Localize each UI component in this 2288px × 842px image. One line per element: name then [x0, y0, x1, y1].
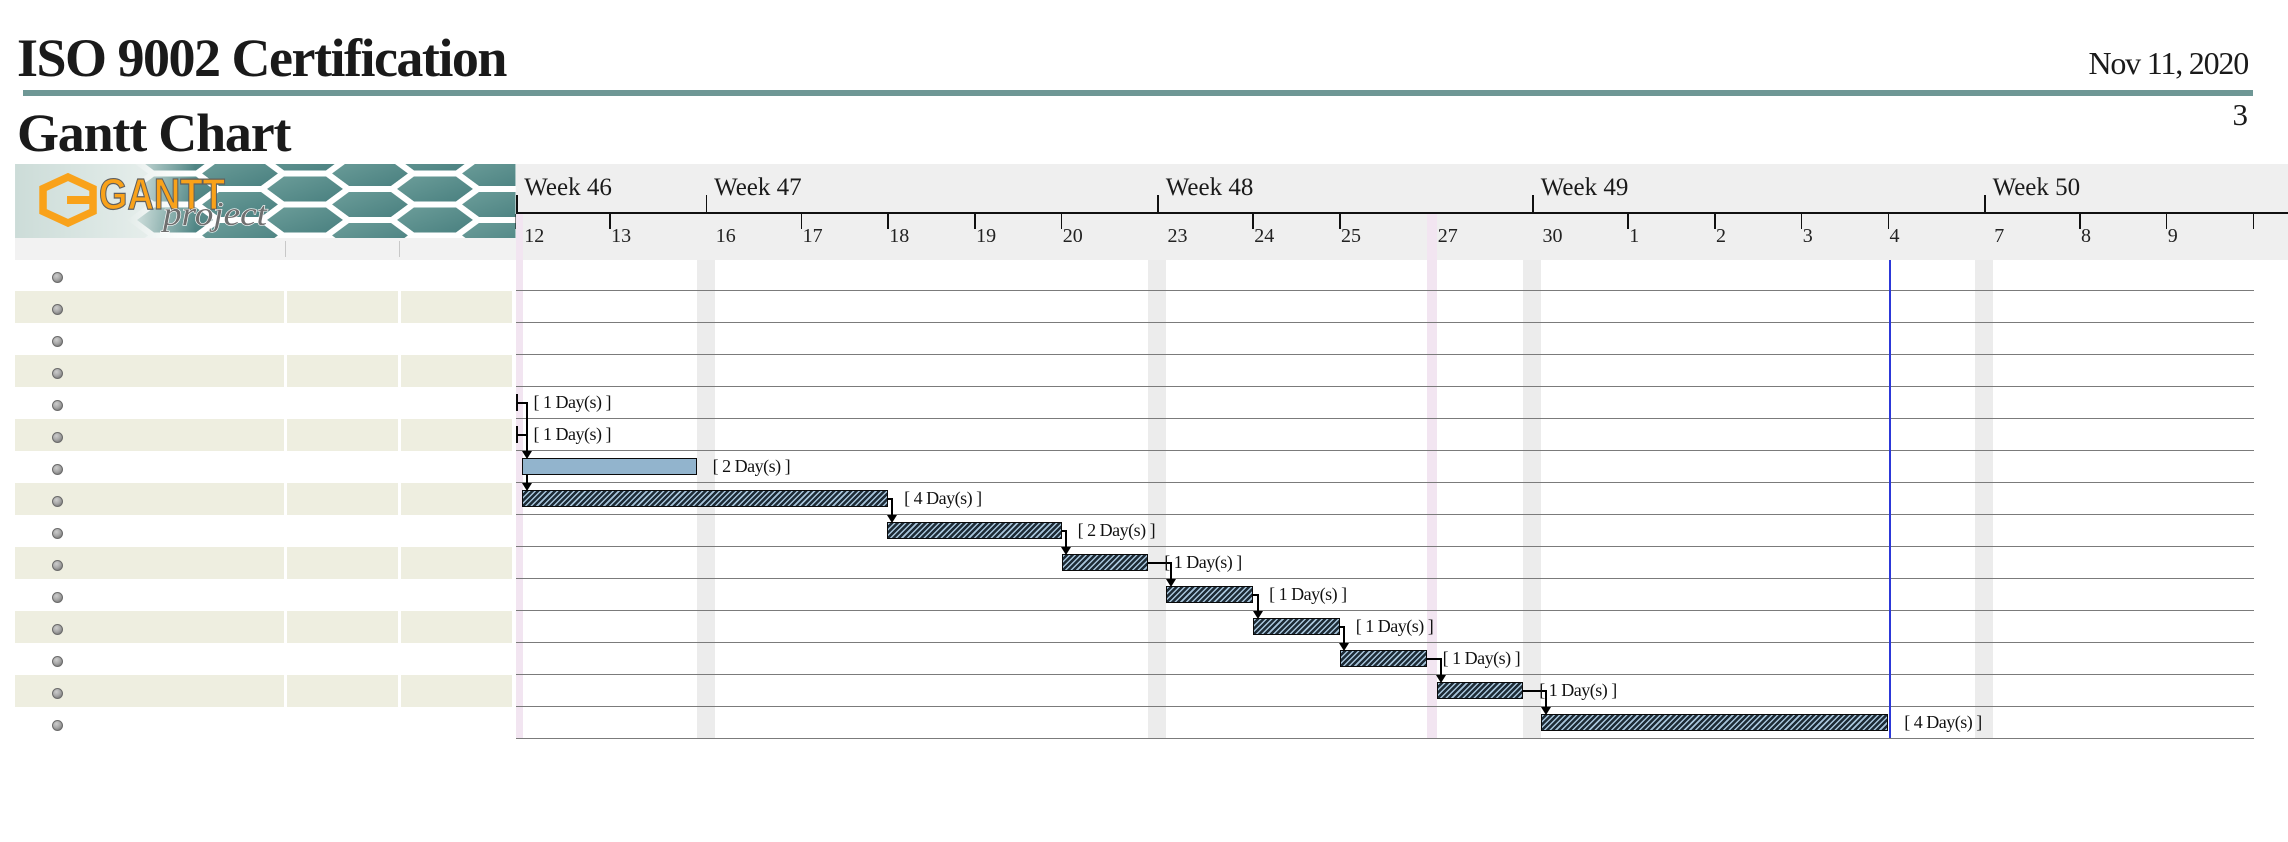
svg-text:project: project	[161, 196, 269, 233]
svg-text:GANTT: GANTT	[99, 170, 225, 219]
